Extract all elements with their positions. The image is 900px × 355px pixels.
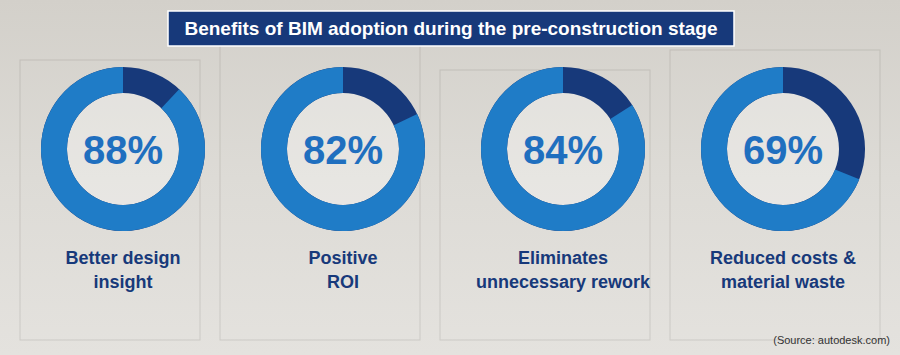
donut-hole [287,93,399,205]
background-decoration [20,40,880,340]
category-label-line: material waste [721,272,845,292]
category-label: Eliminates unnecessary rework [476,248,651,292]
donut-hole [727,93,839,205]
data-label: 82% [303,128,383,172]
background [0,0,900,355]
source-note: (Source: autodesk.com) [773,334,890,346]
category-label-line: Reduced costs & [710,248,856,268]
donut [481,67,645,231]
donut-arc [481,67,645,231]
category-label: Reduced costs & material waste [710,248,856,292]
data-label: 84% [523,128,603,172]
donuts [41,67,865,231]
donut [261,67,425,231]
title-background [168,11,734,46]
donut-track [481,67,645,231]
category-label: Positive ROI [308,248,377,292]
donut-track [41,67,205,231]
donut-track [261,67,425,231]
building-outline [670,50,880,340]
donut [41,67,205,231]
title-banner: Benefits of BIM adoption during the pre-… [168,11,734,46]
category-label-line: insight [94,272,153,292]
category-label-line: unnecessary rework [476,272,651,292]
category-label-line: Eliminates [518,248,608,268]
donut-arc [261,67,425,231]
category-label-line: ROI [327,272,359,292]
title: Benefits of BIM adoption during the pre-… [184,18,717,39]
donut-track [701,67,865,231]
donut [701,67,865,231]
data-label: 88% [83,128,163,172]
donut-arc [41,67,205,231]
donut-hole [67,93,179,205]
category-label: Better design insight [65,248,180,292]
category-label-line: Better design [65,248,180,268]
labels: 88% Better design insight 82% Positive ROI 84%… [65,128,856,292]
donut-arc [701,67,859,231]
donut-hole [507,93,619,205]
category-label-line: Positive [308,248,377,268]
chart: Benefits of BIM adoption during the pre-… [0,0,900,355]
data-label: 69% [743,128,823,172]
